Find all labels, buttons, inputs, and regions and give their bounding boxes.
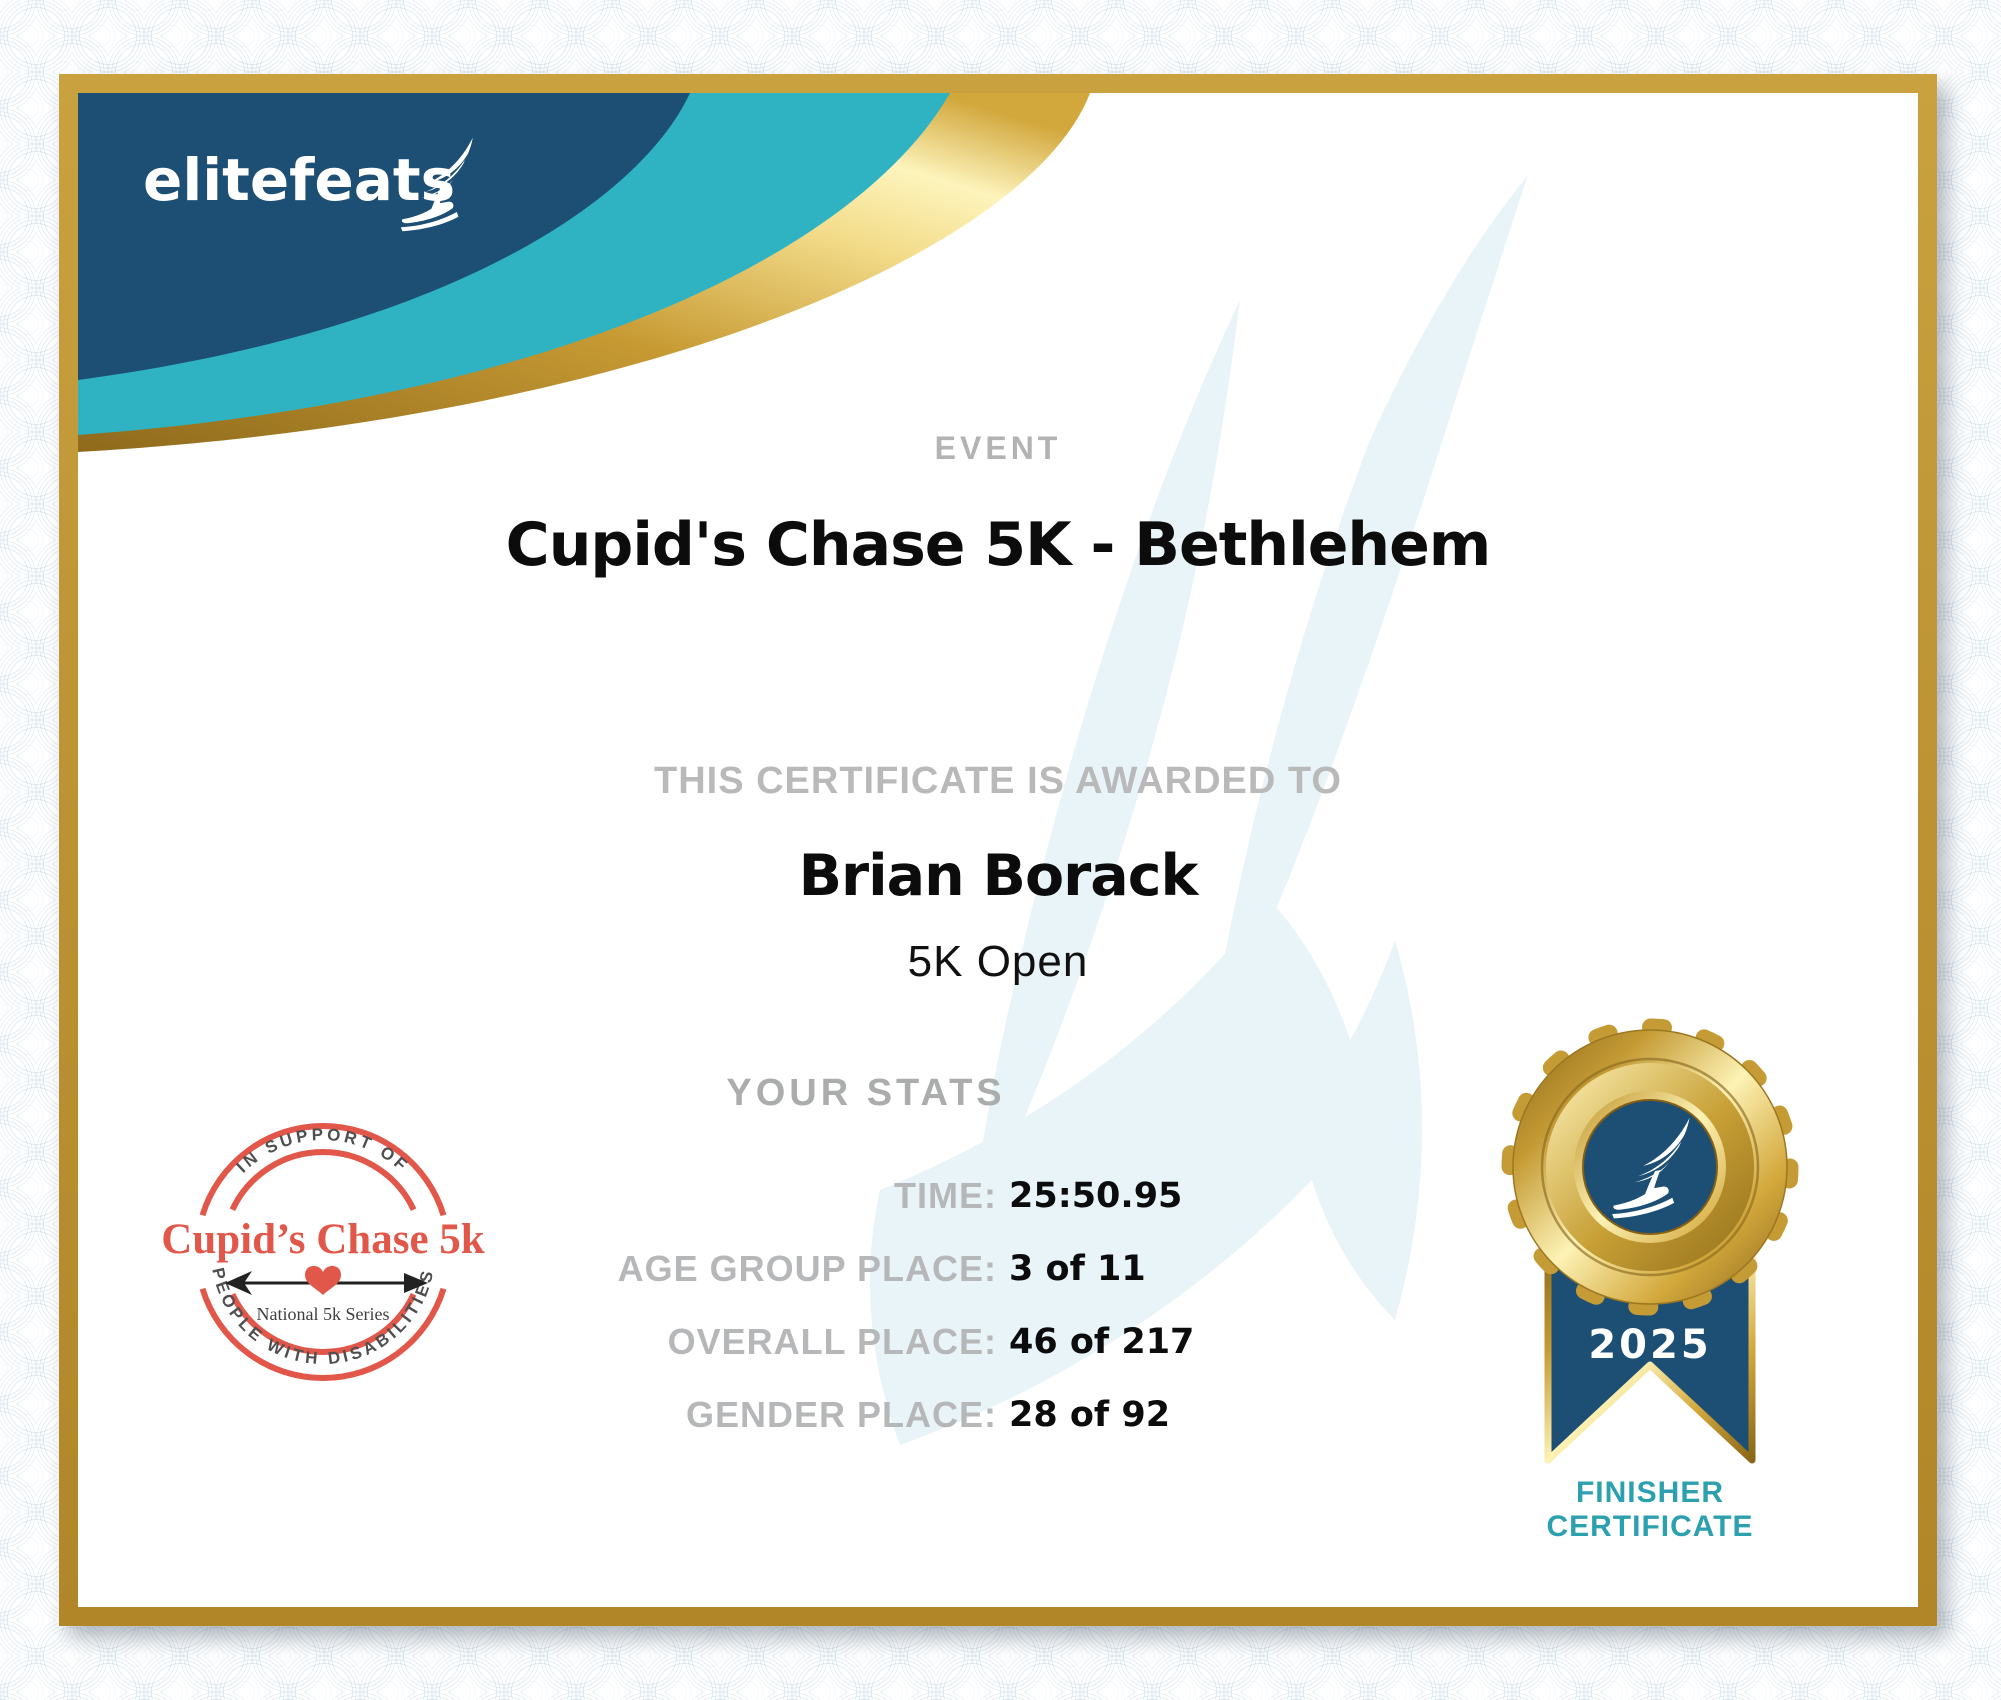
stat-value-age-group-place: 3 of 11	[1009, 1249, 1146, 1289]
heart-icon	[305, 1265, 341, 1295]
certificate-page: IN SUPPORT OF PEOPLE WITH DISABILITIES C…	[78, 93, 1918, 1607]
stamp-arrow	[225, 1265, 428, 1295]
brand-logo-text: elitefeats	[143, 146, 456, 214]
finisher-certificate-label: FINISHER CERTIFICATE	[1495, 1476, 1805, 1544]
finisher-line1: FINISHER	[1575, 1476, 1724, 1509]
stamp-series-text: National 5k Series	[257, 1304, 390, 1324]
stat-value-time: 25:50.95	[1009, 1176, 1183, 1216]
stat-label-overall-place: OVERALL PLACE:	[667, 1321, 997, 1362]
gold-frame: IN SUPPORT OF PEOPLE WITH DISABILITIES C…	[59, 74, 1937, 1626]
stamp-arcs	[199, 1123, 447, 1381]
header-navy-curve	[78, 93, 690, 380]
stamp-title: Cupid’s Chase 5k	[161, 1216, 484, 1263]
cupids-chase-stamp: IN SUPPORT OF PEOPLE WITH DISABILITIES C…	[161, 1123, 485, 1381]
header-curves	[78, 93, 1090, 452]
division-label: 5K Open	[907, 937, 1089, 986]
stat-label-gender-place: GENDER PLACE:	[685, 1394, 997, 1435]
event-title: Cupid's Chase 5K - Bethlehem	[505, 510, 1492, 580]
stat-value-overall-place: 46 of 217	[1009, 1322, 1195, 1362]
finisher-line2: CERTIFICATE	[1546, 1510, 1754, 1543]
awarded-to-label: THIS CERTIFICATE IS AWARDED TO	[654, 760, 1342, 802]
certificate-artwork: IN SUPPORT OF PEOPLE WITH DISABILITIES C…	[78, 93, 1799, 1464]
badge-rosette	[1501, 1018, 1799, 1316]
event-label: EVENT	[934, 430, 1062, 466]
badge-year: 2025	[1588, 1322, 1711, 1368]
your-stats-heading: YOUR STATS	[726, 1072, 1006, 1114]
stat-value-gender-place: 28 of 92	[1009, 1395, 1171, 1435]
winged-foot-watermark	[869, 175, 1528, 1445]
recipient-name: Brian Borack	[798, 843, 1199, 909]
stat-label-time: TIME:	[894, 1175, 997, 1216]
stat-label-age-group-place: AGE GROUP PLACE:	[617, 1248, 997, 1289]
finisher-badge: 2025	[1501, 1018, 1799, 1464]
